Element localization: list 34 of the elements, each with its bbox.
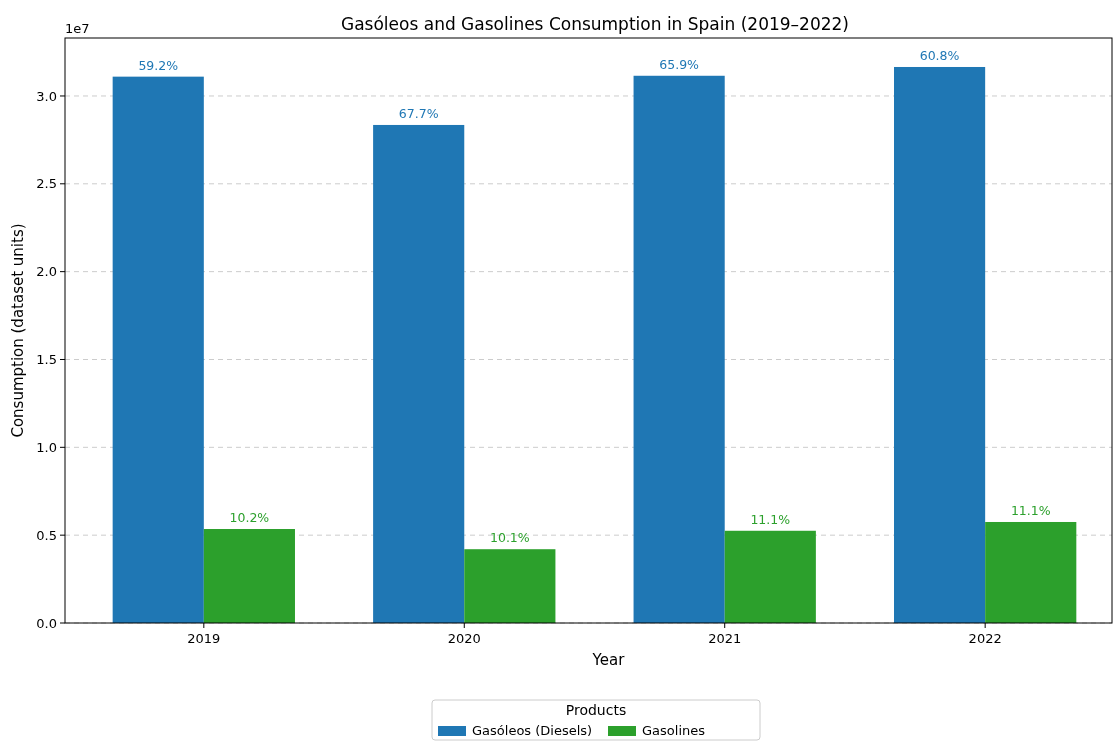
bar [464,549,556,623]
x-tick-label: 2021 [708,631,742,646]
y-axis-title: Consumption (dataset units) [9,223,27,438]
chart-title: Gasóleos and Gasolines Consumption in Spain (2019–2022) [341,14,849,34]
legend-title: Products [565,702,627,718]
legend-label: Gasolines [642,723,706,738]
bar [112,76,204,623]
y-tick-label: 2.5 [36,176,57,192]
y-tick-label: 3.0 [36,88,57,104]
y-tick-label: 1.5 [36,352,57,368]
bar [724,530,816,623]
x-axis-title: Year [591,651,626,669]
annotation: 11.1% [750,511,791,527]
x-tick-label: 2022 [968,631,1002,646]
annotation: 59.2% [138,57,179,73]
y-tick-label: 0.5 [36,527,57,543]
annotation: 67.7% [398,105,439,121]
y-tick-label: 2.0 [36,264,57,280]
bar [633,75,725,623]
legend-label: Gasóleos (Diesels) [472,723,593,738]
y-tick-label: 1.0 [36,439,57,455]
bar [203,529,295,623]
annotation: 10.1% [489,530,530,546]
bar [985,521,1077,623]
annotation: 11.1% [1010,502,1051,518]
annotation: 65.9% [659,56,700,72]
bar [373,124,465,623]
bar [894,66,986,623]
x-tick-label: 2020 [447,631,481,646]
annotation: 60.8% [919,47,960,63]
x-tick-label: 2019 [187,631,221,646]
annotation: 10.2% [229,510,270,526]
y-tick-label: 0.0 [36,615,57,631]
text: 1e7 [65,21,90,36]
